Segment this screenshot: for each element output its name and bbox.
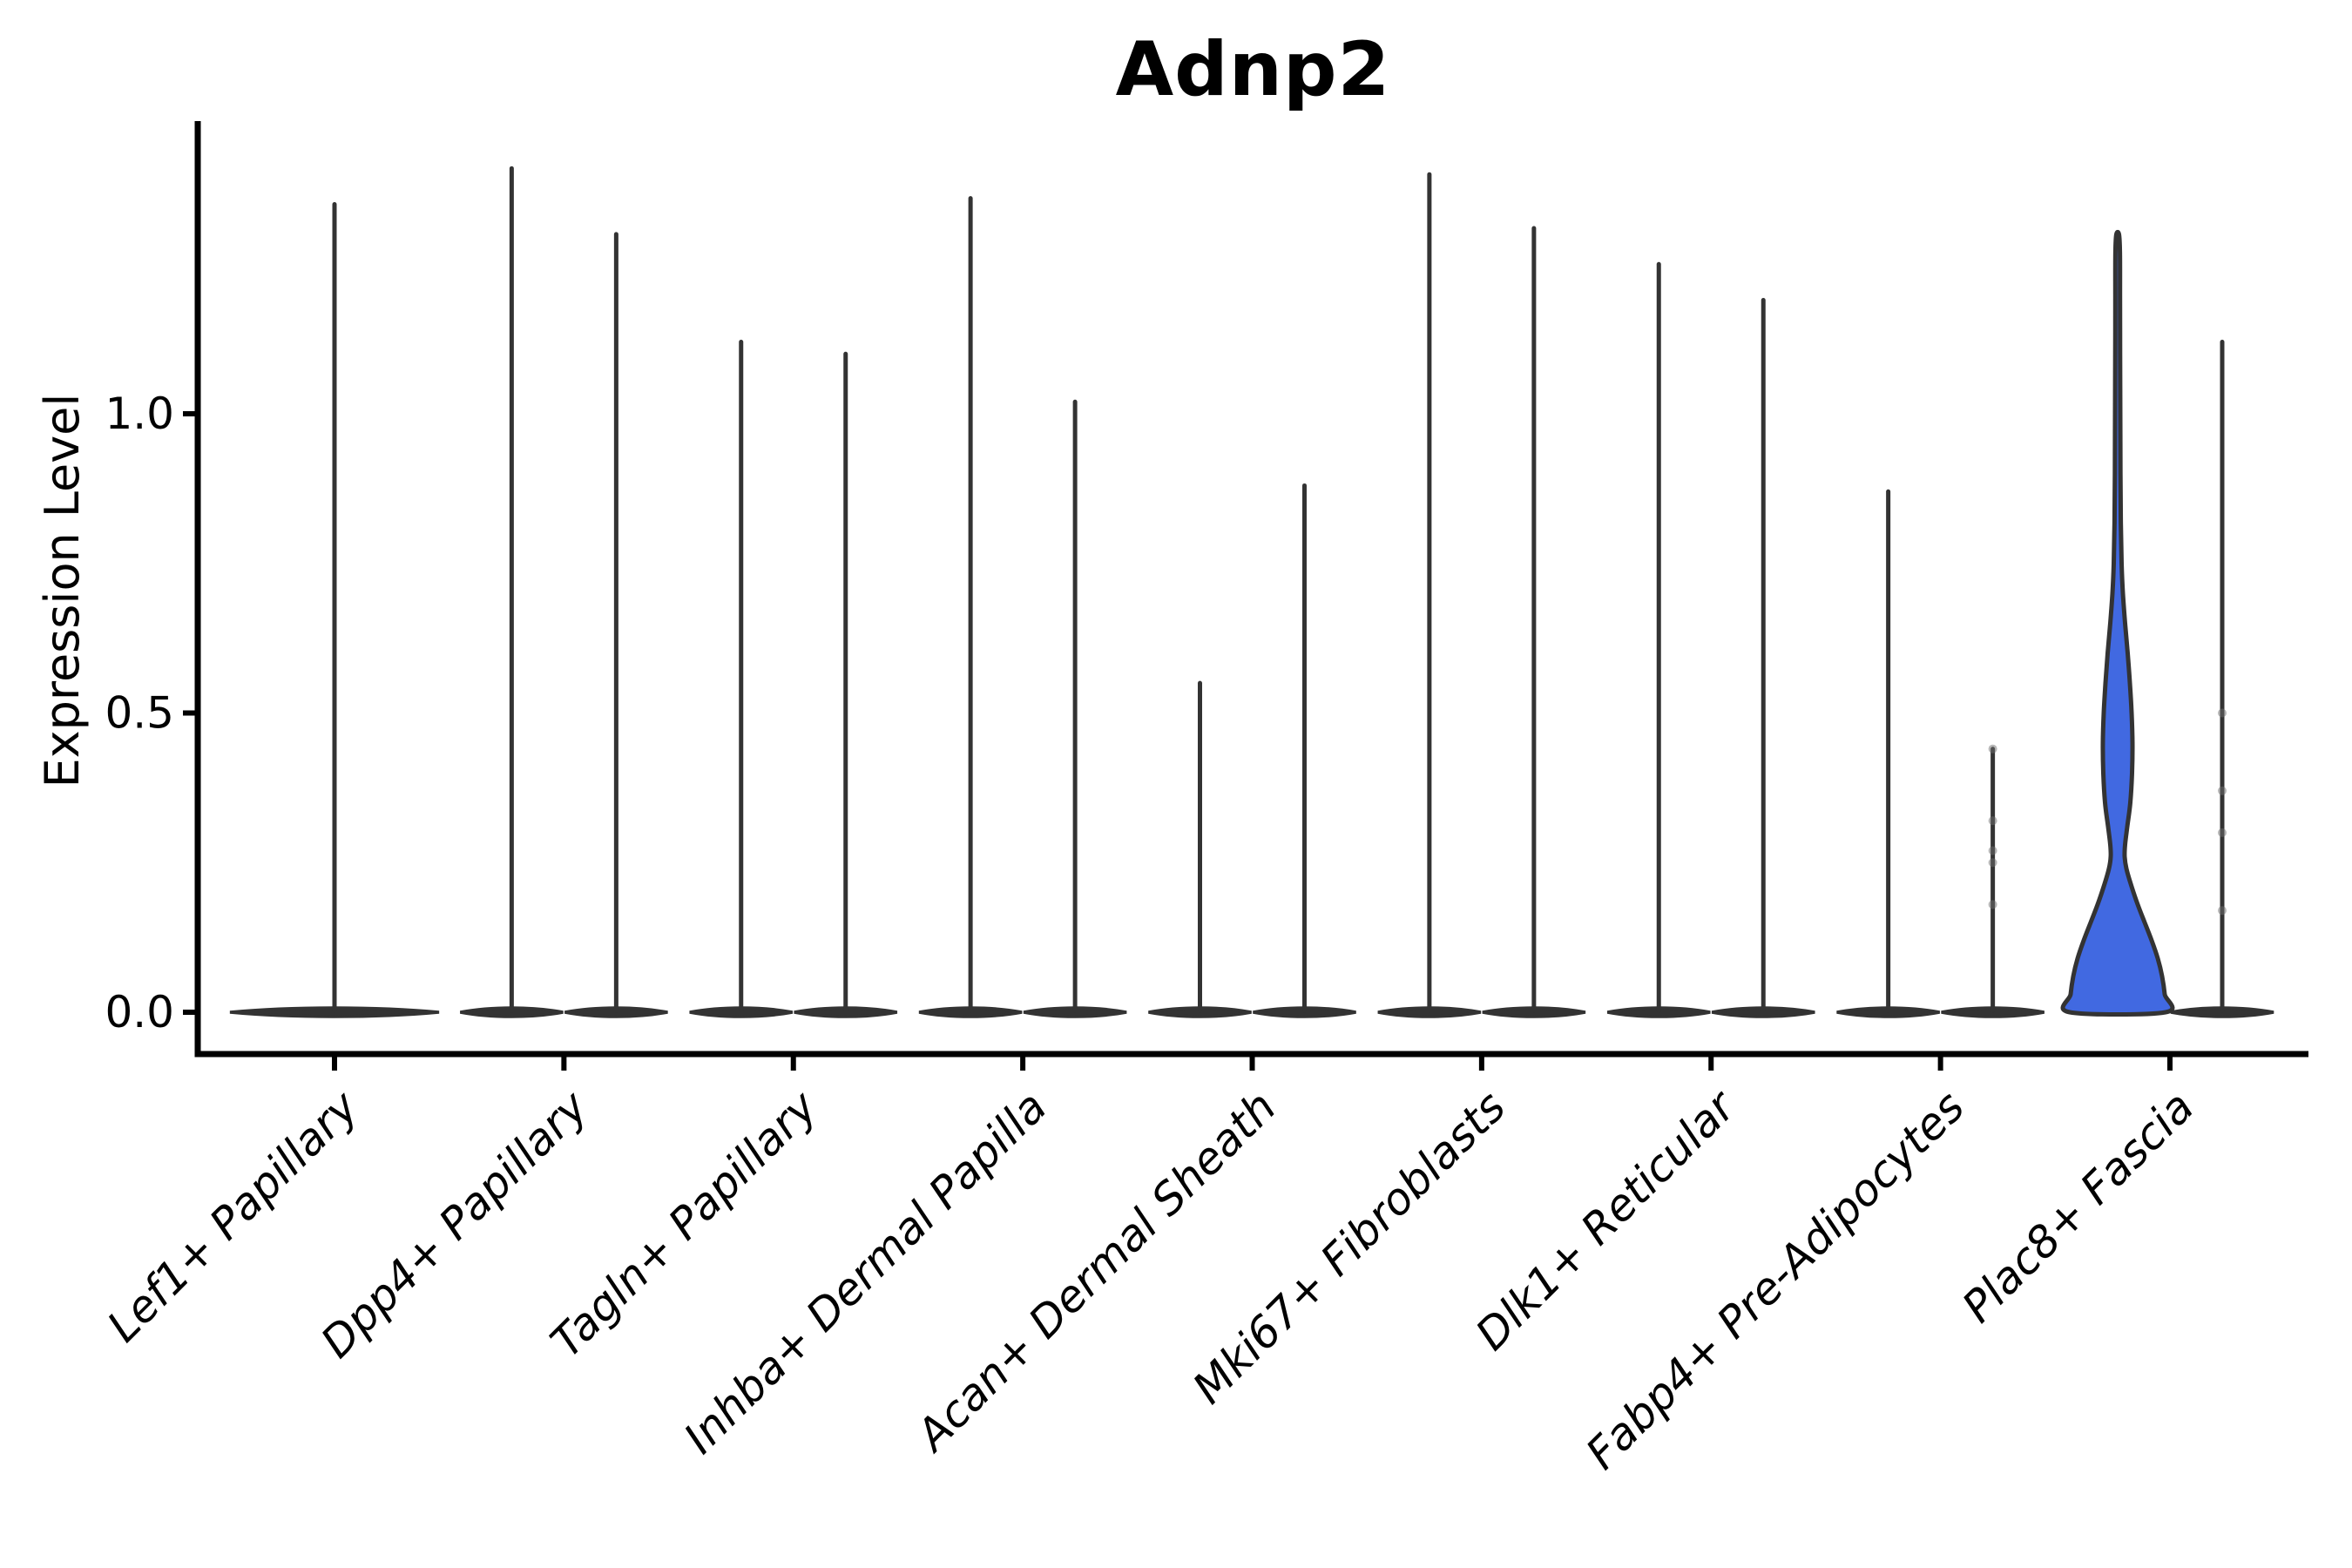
x-tick-label: Fabp4+ Pre-Adipocytes [1577,1081,1975,1479]
cell-point [1988,744,1997,754]
y-tick-label: 1.0 [105,389,174,439]
y-tick-label: 0.0 [105,987,174,1037]
cell-point [1988,900,1997,909]
cell-point [2218,708,2227,718]
x-tick-label: Plac8+ Fascia [1953,1081,2204,1332]
cell-point [1988,816,1997,826]
y-tick-label: 0.5 [105,688,174,739]
violin-body-plac8-fascia [2060,229,2175,1017]
cell-point [1988,846,1997,855]
x-tick-label: Acan+ Dermal Sheath [905,1081,1286,1462]
plot-title: Adnp2 [1115,26,1391,113]
cell-point [2218,906,2227,916]
x-tick-label: Lef1+ Papillary [98,1080,368,1351]
cell-point [2218,828,2227,837]
cell-point [2218,786,2227,795]
cell-point [1988,858,1997,868]
x-tick-label: Inhba+ Dermal Papilla [674,1081,1056,1463]
